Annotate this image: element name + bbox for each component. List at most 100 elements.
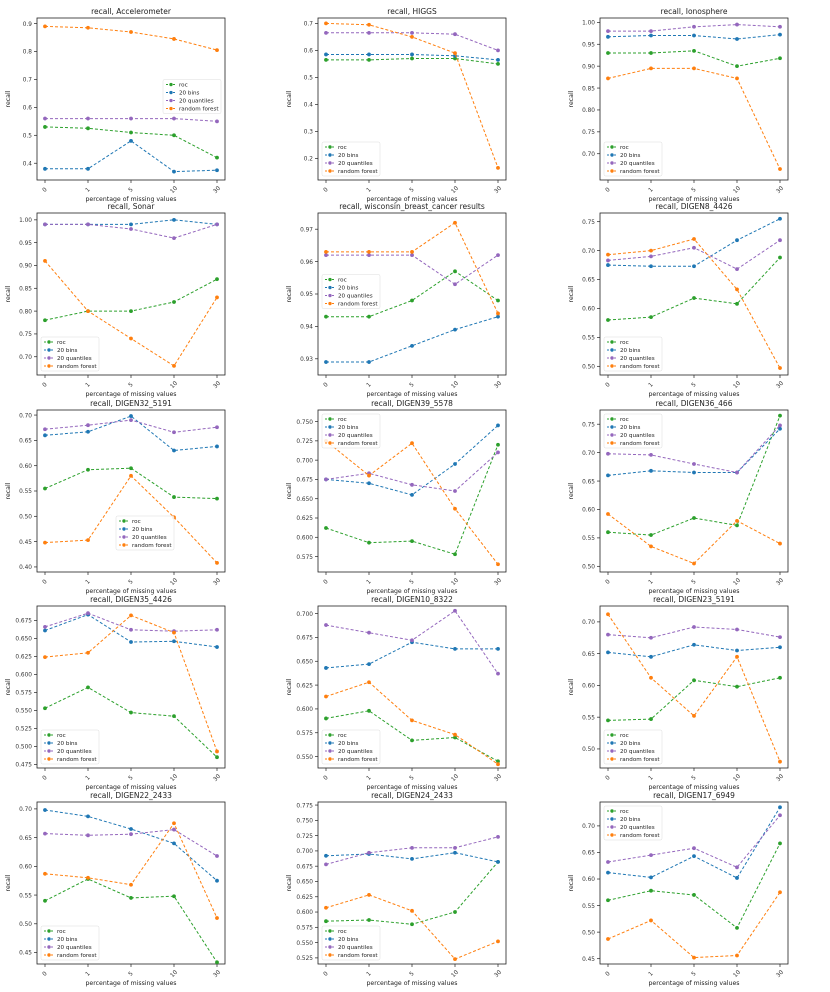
data-point-roc (367, 918, 371, 922)
legend-label: 20 quantiles (338, 294, 373, 300)
data-point-bins (172, 639, 176, 644)
data-point-rf (778, 541, 782, 546)
y-axis-label: recall (286, 285, 293, 302)
x-tick-label: 0 (42, 579, 49, 586)
legend-marker (47, 733, 51, 737)
data-point-bins (606, 473, 610, 478)
data-point-bins (453, 462, 457, 466)
data-point-rf (215, 48, 219, 53)
data-point-quantiles (453, 489, 457, 493)
data-point-roc (129, 710, 133, 715)
data-point-quantiles (43, 116, 47, 121)
data-point-rf (367, 680, 371, 685)
x-axis-label: percentage of missing values (86, 980, 177, 987)
data-point-rf (43, 540, 47, 545)
x-tick-label: 30 (213, 380, 223, 390)
y-tick-label: 0.750 (296, 420, 313, 426)
x-tick-label: 0 (323, 187, 330, 194)
data-point-quantiles (410, 482, 414, 487)
data-point-rf (496, 762, 500, 767)
legend-label: random forest (132, 543, 172, 549)
legend-label: random forest (57, 757, 97, 763)
legend-marker (328, 277, 332, 282)
y-tick-label: 0.50 (19, 922, 32, 928)
y-tick-label: 0.6 (304, 49, 314, 55)
x-tick-label: 1 (366, 775, 373, 782)
legend-box (321, 925, 381, 961)
legend-box (40, 925, 100, 961)
data-point-roc (367, 314, 371, 319)
data-point-roc (215, 496, 219, 501)
x-tick-label: 30 (213, 773, 223, 783)
legend-box (40, 729, 100, 765)
data-point-roc (778, 56, 782, 61)
y-tick-label: 0.60 (582, 307, 595, 313)
legend: roc 20 bins 20 quantiles random forest (321, 141, 381, 177)
x-axis-label: percentage of missing values (367, 196, 458, 203)
data-point-rf (496, 165, 500, 170)
legend-label: 20 quantiles (338, 161, 373, 167)
y-tick-label: 0.75 (582, 130, 595, 136)
x-tick-label: 10 (170, 577, 180, 587)
legend-marker (328, 153, 332, 157)
data-point-quantiles (649, 453, 653, 457)
data-point-quantiles (43, 831, 47, 836)
legend-label: random forest (620, 441, 660, 447)
y-tick-label: 0.625 (15, 655, 32, 661)
data-point-rf (367, 249, 371, 254)
x-tick-label: 5 (691, 382, 698, 389)
data-point-quantiles (324, 30, 328, 35)
data-point-bins (606, 263, 610, 267)
data-point-rf (453, 51, 457, 55)
legend: roc 20 bins 20 quantiles random forest (603, 336, 663, 372)
data-point-roc (43, 318, 47, 323)
x-tick-label: 30 (494, 185, 504, 195)
data-point-quantiles (735, 22, 739, 27)
legend: roc 20 bins 20 quantiles random forest (603, 141, 663, 177)
data-point-rf (606, 612, 610, 617)
y-tick-label: 0.700 (296, 612, 313, 618)
data-point-roc (778, 413, 782, 418)
data-point-rf (410, 441, 414, 446)
data-point-bins (778, 216, 782, 221)
x-tick-label: 1 (85, 775, 92, 782)
chart-title: recall, Accelerometer (91, 7, 172, 16)
x-tick-label: 0 (605, 187, 612, 194)
data-point-roc (172, 300, 176, 304)
x-tick-label: 10 (170, 380, 180, 390)
subplot-6: recall, DIGEN8_4426 0.50 0.55 0.60 0.65 0.70 0… (568, 202, 789, 398)
data-point-quantiles (367, 30, 371, 35)
data-point-bins (692, 264, 696, 269)
y-tick-label: 0.50 (19, 515, 32, 521)
y-tick-label: 0.60 (19, 464, 32, 470)
y-tick-label: 0.725 (296, 439, 313, 445)
y-tick-label: 0.55 (582, 904, 595, 910)
x-tick-label: 0 (605, 579, 612, 586)
series-line-roc (44, 467, 218, 500)
data-point-quantiles (43, 222, 47, 227)
legend-box (115, 515, 175, 551)
legend-label: random forest (338, 953, 378, 959)
x-axis-label: percentage of missing values (86, 391, 177, 398)
legend-label: random forest (620, 169, 660, 175)
x-tick-label: 1 (366, 579, 373, 586)
chart-title: recall, HIGGS (387, 7, 437, 16)
data-point-rf (129, 613, 133, 618)
legend-label: roc (338, 733, 347, 739)
legend-box (603, 413, 663, 449)
x-axis-label: percentage of missing values (649, 784, 740, 791)
data-point-bins (453, 850, 457, 855)
legend: roc 20 bins 20 quantiles random forest (321, 413, 381, 449)
data-point-quantiles (692, 846, 696, 851)
y-tick-label: 0.2 (304, 157, 314, 163)
legend-label: 20 bins (57, 741, 78, 747)
legend-box (603, 805, 663, 841)
subplot-13: recall, DIGEN22_2433 0.45 0.50 0.55 0.60 0.65… (5, 791, 226, 987)
y-tick-label: 0.50 (582, 365, 595, 371)
data-point-rf (215, 560, 219, 565)
y-tick-label: 0.8 (23, 50, 33, 56)
data-point-rf (606, 512, 610, 516)
data-point-roc (692, 516, 696, 520)
x-tick-label: 1 (366, 382, 373, 389)
data-point-rf (43, 259, 47, 263)
